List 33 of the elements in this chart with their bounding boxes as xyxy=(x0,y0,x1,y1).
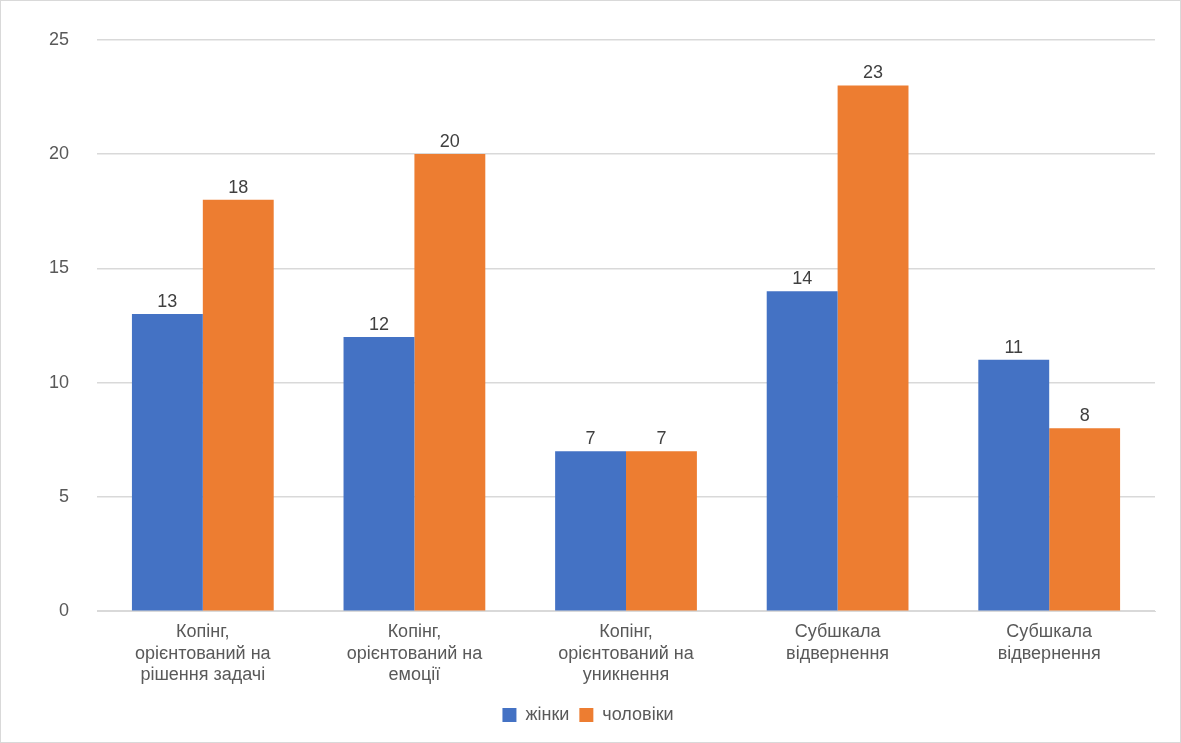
y-tick-label: 15 xyxy=(48,257,70,278)
legend-label: жінки xyxy=(525,703,570,724)
y-tick-label: 0 xyxy=(59,600,70,621)
y-tick-label: 10 xyxy=(48,371,70,392)
bar xyxy=(626,451,697,611)
x-tick-label: Копінг, орієнтований на емоції xyxy=(346,620,484,685)
data-label: 12 xyxy=(368,313,389,334)
x-tick-label: Копінг, орієнтований на рішення задачі xyxy=(135,620,272,685)
bar xyxy=(202,199,274,611)
data-label: 7 xyxy=(656,428,667,449)
data-label: 8 xyxy=(1079,405,1090,426)
y-tick-label: 20 xyxy=(48,143,70,164)
bar xyxy=(343,336,415,611)
x-tick-label: Копінг, орієнтований на уникнення xyxy=(558,620,695,685)
legend-label: чоловіки xyxy=(602,703,674,724)
bar xyxy=(978,359,1050,611)
data-label: 7 xyxy=(585,428,596,449)
x-tick-label: Субшкала відвернення xyxy=(786,620,890,663)
data-label: 18 xyxy=(228,176,249,197)
bar xyxy=(555,451,627,611)
bar xyxy=(766,291,838,611)
data-label: 23 xyxy=(863,62,884,83)
x-tick-label: Субшкала відвернення xyxy=(997,620,1101,663)
data-label: 13 xyxy=(157,291,178,312)
bar xyxy=(1049,428,1121,611)
y-tick-label: 25 xyxy=(48,28,70,49)
bar xyxy=(837,85,909,611)
bar xyxy=(414,154,486,611)
data-label: 14 xyxy=(792,268,813,289)
data-label: 20 xyxy=(439,131,460,152)
y-tick-label: 5 xyxy=(59,485,70,506)
bar xyxy=(131,314,203,611)
data-label: 11 xyxy=(1004,336,1024,357)
